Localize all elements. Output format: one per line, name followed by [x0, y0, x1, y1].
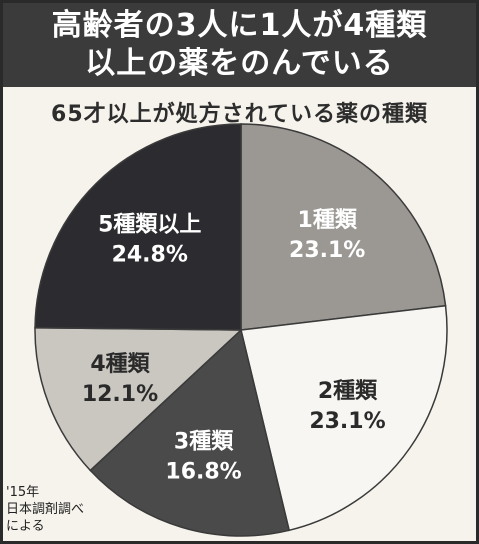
slice-value-label: 23.1%	[289, 238, 365, 263]
slice-label: 4種類	[90, 352, 150, 377]
slice-value-label: 12.1%	[82, 382, 158, 407]
slice-label: 3種類	[174, 429, 234, 454]
headline-line-2: 以上の薬をのんでいる	[85, 46, 394, 81]
slice-value-label: 24.8%	[112, 243, 188, 268]
source-note-line-3: による	[6, 519, 45, 534]
pie-slice	[89, 328, 291, 537]
source-note: '15年 日本調剤調べ による	[6, 484, 84, 535]
pie-slice	[240, 304, 448, 532]
source-note-line-1: '15年	[6, 485, 40, 500]
chart-title: 65才以上が処方されている薬の種類	[51, 102, 428, 127]
headline-banner: 高齢者の3人に1人が4種類 以上の薬をのんでいる	[3, 3, 476, 87]
pie-slice	[34, 326, 243, 472]
pie-slice	[34, 123, 242, 331]
slice-value-label: 23.1%	[309, 409, 385, 434]
slice-value-label: 16.8%	[165, 459, 241, 484]
slice-label: 1種類	[298, 208, 358, 233]
slice-label: 2種類	[318, 379, 378, 404]
source-note-line-2: 日本調剤調べ	[6, 502, 85, 517]
slice-label: 5種類以上	[98, 213, 201, 238]
pie-slice	[240, 123, 447, 331]
headline-line-1: 高齢者の3人に1人が4種類	[51, 8, 428, 43]
